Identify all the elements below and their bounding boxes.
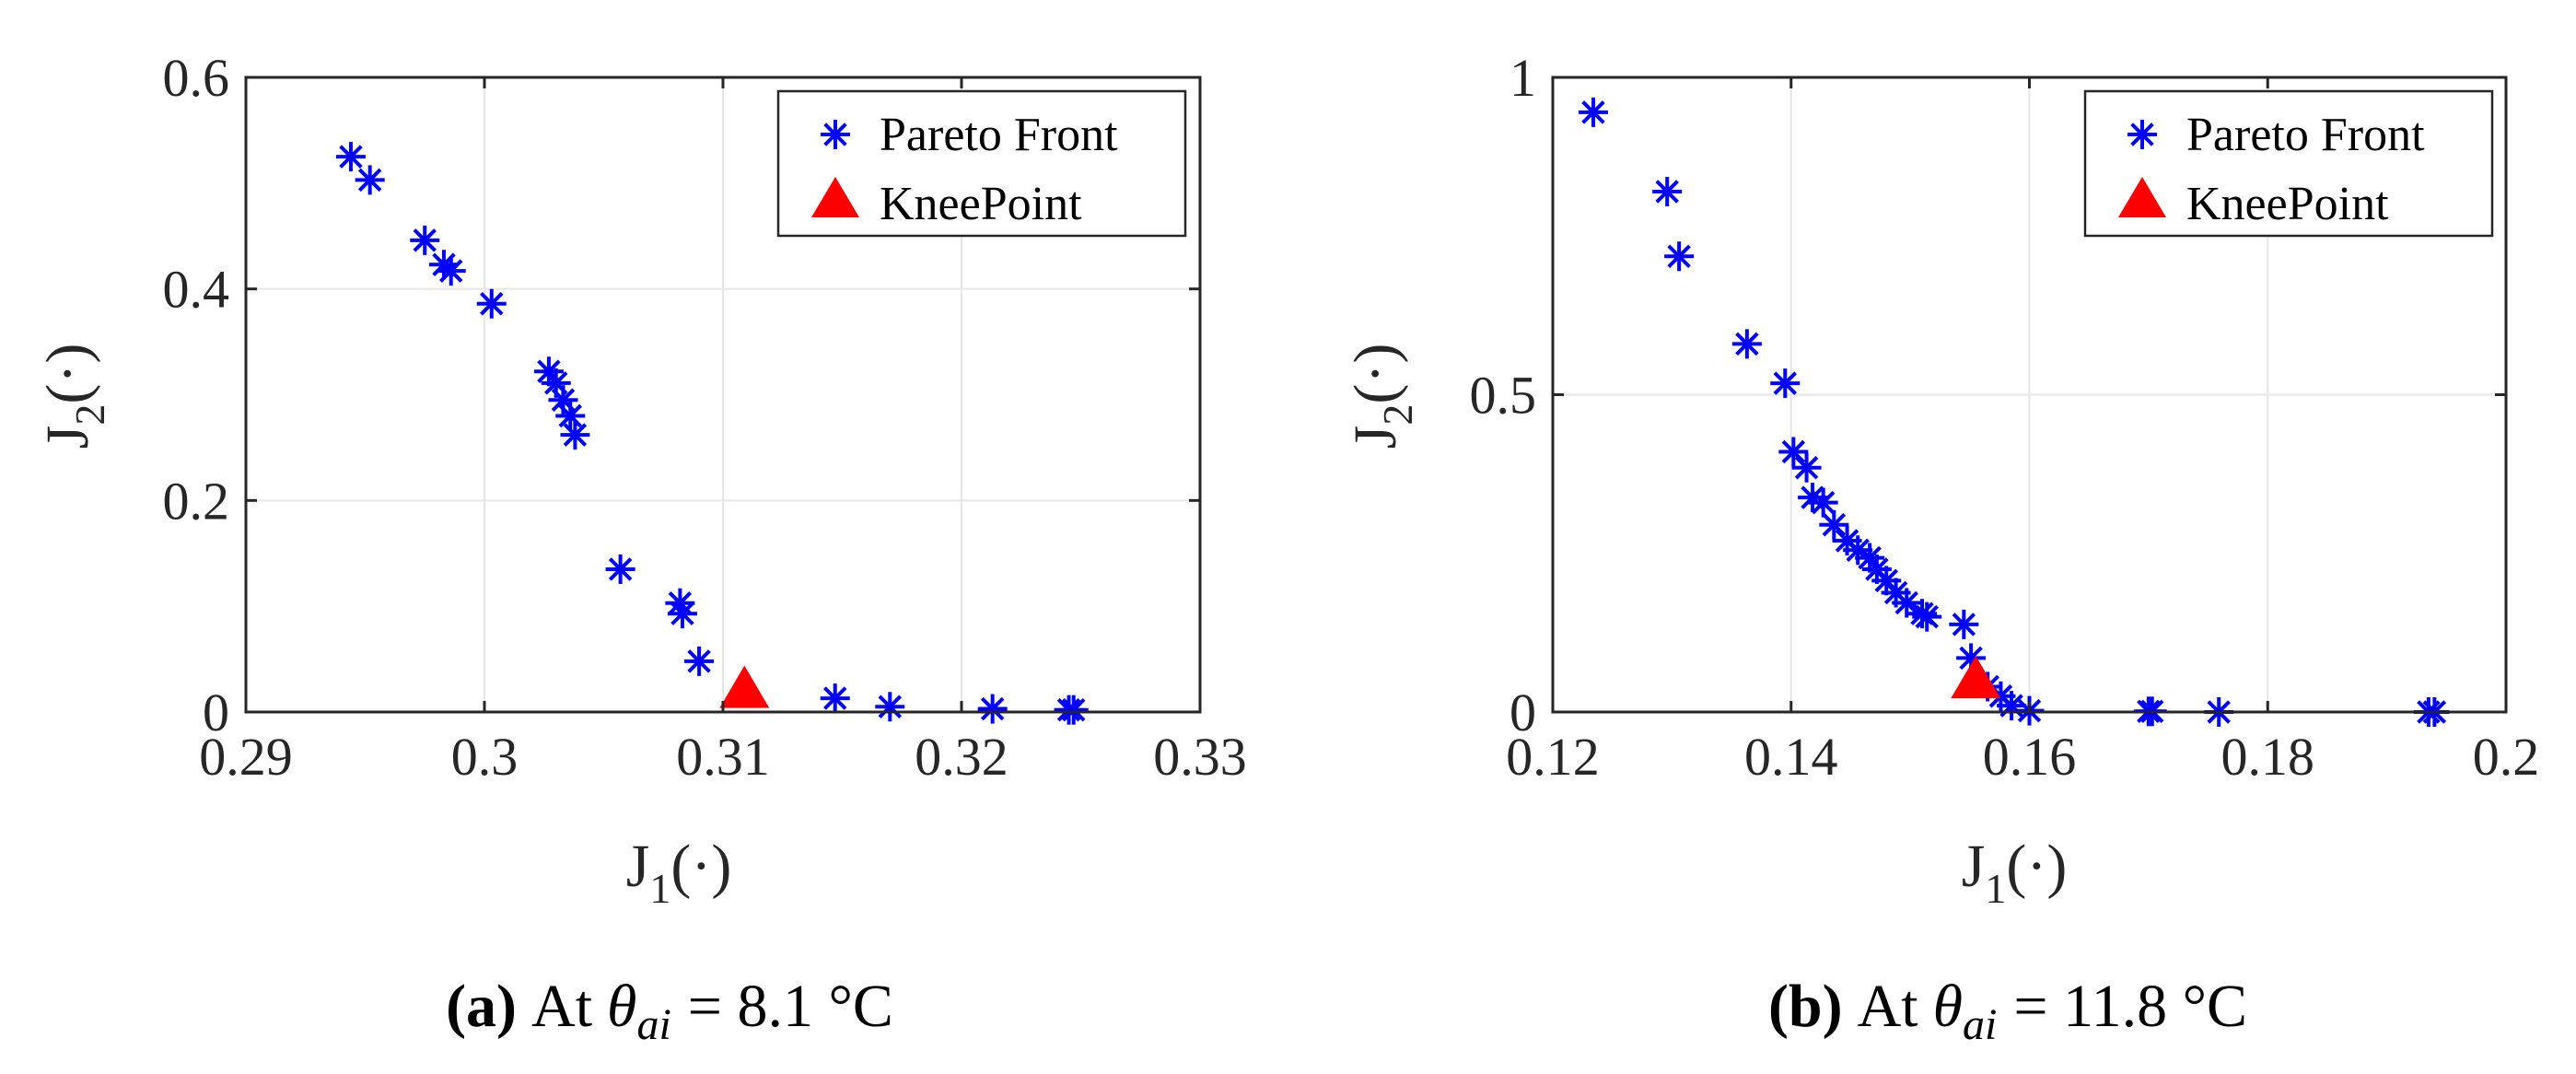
x-tick-label: 0.16 [1983, 727, 2077, 787]
chart-b-caption: (b) At θai = 11.8 °C [1768, 973, 2247, 1049]
chart-a-caption: (a) At θai = 8.1 °C [446, 973, 893, 1049]
y-tick-label: 1 [1509, 48, 1536, 108]
x-tick-label: 0.3 [451, 727, 519, 787]
chart-a-points [335, 142, 1089, 725]
x-tick-label: 0.14 [1744, 727, 1838, 787]
pareto-point [605, 554, 635, 584]
pareto-point [684, 646, 715, 676]
x-tick-label: 0.2 [2473, 727, 2540, 787]
legend-a-pareto-marker [821, 120, 850, 149]
pareto-point [1578, 97, 1608, 127]
pareto-point [436, 256, 466, 286]
pareto-point [1949, 609, 1979, 639]
pareto-point [1652, 177, 1683, 207]
chart-a-ticks: 0.29 0.3 0.31 0.32 0.33 0 0.2 0.4 0.6 [163, 48, 1247, 787]
legend-a-asterisk [821, 120, 850, 149]
x-tick-label: 0.29 [199, 727, 293, 787]
y-tick-label: 0 [1509, 683, 1536, 742]
legend-b-knee-marker [2118, 177, 2166, 217]
legend-a-knee-marker [811, 177, 859, 217]
y-tick-label: 0.6 [163, 48, 230, 108]
legend-a-knee-label: KneePoint [880, 178, 1082, 230]
y-tick-label: 0 [203, 683, 229, 742]
x-tick-label: 0.31 [676, 727, 770, 787]
chart-b-ticks: 0.12 0.14 0.16 0.18 0.2 0 0.5 1 [1470, 48, 2540, 787]
pareto-point [820, 683, 850, 714]
x-tick-label: 0.33 [1153, 727, 1247, 787]
pareto-point [1664, 241, 1695, 272]
pareto-point [1912, 601, 1942, 632]
pareto-point [1791, 452, 1822, 483]
pareto-point [1731, 329, 1762, 359]
chart-b-legend: Pareto Front KneePoint [2083, 89, 2494, 238]
x-tick-label: 0.18 [2221, 727, 2315, 787]
pareto-point [1058, 695, 1089, 725]
y-tick-label: 0.4 [163, 260, 230, 320]
chart-b-xlabel: J1(·) [1962, 833, 2068, 912]
pareto-point [335, 142, 366, 172]
chart-b-ylabel: J2(·) [1342, 344, 1421, 449]
pareto-point [1819, 509, 1849, 540]
pareto-point [410, 225, 440, 255]
pareto-point [555, 401, 586, 431]
pareto-point [1778, 437, 1809, 467]
pareto-point [560, 420, 590, 450]
legend-b-pareto-label: Pareto Front [2186, 109, 2425, 161]
legend-b-pareto-marker [2127, 120, 2157, 149]
x-tick-label: 0.12 [1506, 727, 1600, 787]
pareto-point [1770, 368, 1801, 399]
y-tick-label: 0.5 [1470, 366, 1537, 426]
legend-a-pareto-label: Pareto Front [880, 109, 1118, 161]
pareto-point [977, 694, 1008, 724]
chart-a-legend: Pareto Front KneePoint [776, 89, 1187, 238]
pareto-point [875, 692, 905, 722]
knee-point [1951, 656, 2001, 699]
chart-a-xlabel: J1(·) [626, 833, 732, 912]
knee-point [719, 665, 770, 708]
legend-b-knee-label: KneePoint [2186, 178, 2389, 230]
pareto-point [1892, 588, 1922, 618]
y-tick-label: 0.2 [163, 471, 230, 531]
x-tick-label: 0.32 [915, 727, 1008, 787]
pareto-point [1808, 487, 1838, 518]
pareto-point [476, 288, 507, 319]
chart-b: 0.12 0.14 0.16 0.18 0.2 0 0.5 1 Pareto Front Kn… [1342, 48, 2539, 1049]
chart-a-ylabel: J2(·) [34, 344, 113, 449]
pareto-point [355, 165, 385, 195]
chart-a: 0.29 0.3 0.31 0.32 0.33 0 0.2 0.4 0.6 Pareto Fro… [34, 48, 1247, 1049]
legend-b-asterisk [2127, 120, 2157, 149]
pareto-point [667, 599, 697, 629]
